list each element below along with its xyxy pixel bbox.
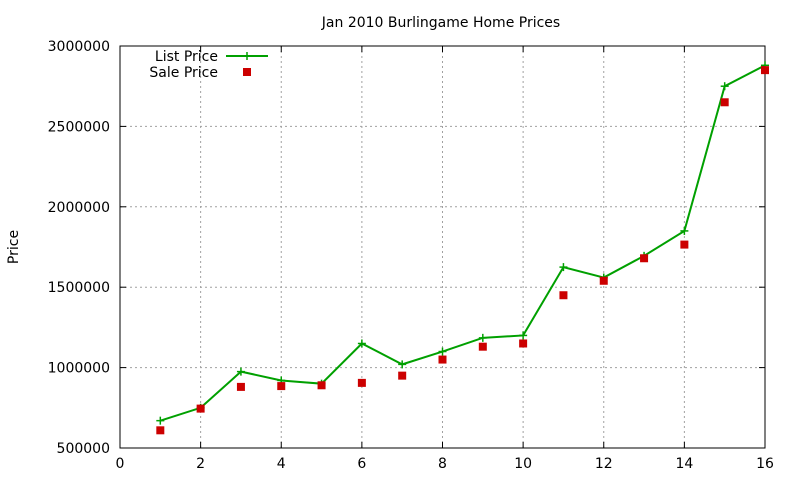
data-point bbox=[196, 404, 205, 413]
series-1 bbox=[156, 66, 769, 435]
data-point bbox=[761, 66, 769, 75]
legend-label: List Price bbox=[155, 49, 218, 65]
data-point bbox=[156, 416, 165, 425]
x-tick-label: 12 bbox=[595, 456, 613, 472]
data-point bbox=[478, 333, 487, 342]
data-point bbox=[680, 226, 689, 235]
data-point bbox=[398, 360, 407, 369]
data-point bbox=[357, 339, 366, 348]
x-tick-label: 16 bbox=[756, 456, 774, 472]
data-point bbox=[720, 98, 729, 107]
y-axis-label: Price bbox=[6, 230, 22, 264]
data-point bbox=[640, 254, 649, 263]
x-tick-label: 10 bbox=[514, 456, 532, 472]
axis-ticks: 0 2 4 6 8 10 12 14 16 500000 1000000 1500000 2000000… bbox=[48, 39, 774, 472]
data-series bbox=[156, 61, 769, 435]
data-point bbox=[236, 367, 245, 376]
data-point bbox=[357, 378, 366, 387]
y-tick-label: 2000000 bbox=[48, 200, 110, 216]
legend-marker bbox=[243, 52, 251, 60]
data-point bbox=[559, 291, 568, 300]
y-tick-label: 2500000 bbox=[48, 119, 110, 135]
y-tick-label: 1000000 bbox=[48, 361, 110, 377]
data-point bbox=[398, 371, 407, 380]
legend-marker bbox=[243, 68, 251, 76]
data-point bbox=[680, 240, 689, 249]
x-tick-label: 2 bbox=[196, 456, 205, 472]
y-tick-label: 500000 bbox=[57, 441, 110, 457]
data-point bbox=[478, 342, 487, 351]
data-point bbox=[599, 276, 608, 285]
data-point bbox=[317, 381, 326, 390]
data-point bbox=[236, 382, 245, 391]
data-point bbox=[156, 426, 165, 435]
data-point bbox=[438, 355, 447, 364]
series-0 bbox=[156, 61, 769, 425]
series-line bbox=[160, 64, 766, 422]
data-point bbox=[438, 347, 447, 356]
data-point bbox=[277, 382, 286, 391]
data-point bbox=[519, 339, 528, 348]
x-tick-label: 4 bbox=[277, 456, 286, 472]
data-point bbox=[519, 331, 528, 340]
x-tick-label: 8 bbox=[438, 456, 447, 472]
x-tick-label: 14 bbox=[675, 456, 693, 472]
data-point bbox=[559, 263, 568, 272]
legend-label: Sale Price bbox=[149, 65, 218, 81]
y-tick-label: 3000000 bbox=[48, 39, 110, 55]
chart-title: Jan 2010 Burlingame Home Prices bbox=[321, 15, 560, 31]
data-point bbox=[720, 82, 729, 91]
x-tick-label: 6 bbox=[357, 456, 366, 472]
y-tick-label: 1500000 bbox=[48, 280, 110, 296]
grid-lines bbox=[120, 46, 765, 448]
x-tick-label: 0 bbox=[116, 456, 125, 472]
